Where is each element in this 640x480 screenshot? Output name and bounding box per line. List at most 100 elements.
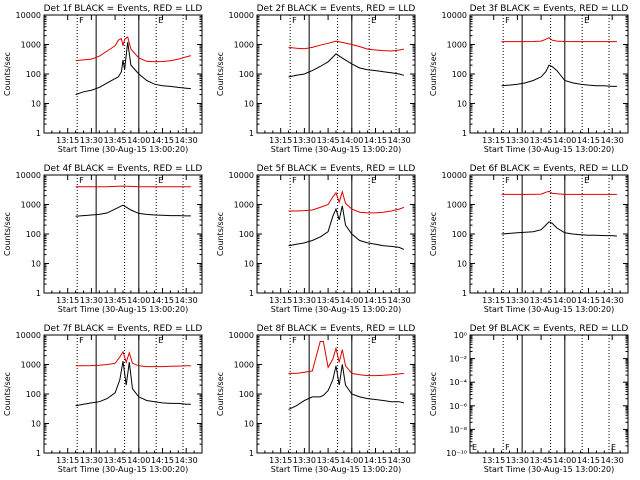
- y-tick-label: 10: [31, 420, 41, 429]
- y-tick-label: 10: [244, 260, 254, 269]
- y-tick-label: 100: [26, 230, 41, 239]
- y-tick-label: 100: [452, 230, 467, 239]
- y-tick-label: 10000: [442, 171, 467, 180]
- x-axis-title: Start Time (30-Aug-15 13:00:20): [58, 145, 189, 154]
- y-axis-title: Counts/sec: [216, 52, 225, 96]
- panel-4: Det 4f BLACK = Events, RED = LLD 1 10 100 10…: [3, 164, 203, 314]
- corner-letter: F: [292, 336, 297, 345]
- x-tick-label: 14:15: [151, 136, 174, 145]
- y-tick-label: 10⁰: [454, 331, 467, 340]
- y-tick-label: 1: [249, 129, 254, 138]
- x-tick-label: 14:00: [340, 136, 363, 145]
- corner-letter: F: [79, 16, 84, 25]
- corner-letter: E: [158, 16, 163, 25]
- x-tick-label: 13:30: [506, 136, 529, 145]
- corner-letter: F: [292, 16, 297, 25]
- x-tick-label: 14:15: [364, 296, 387, 305]
- series-line-events: [75, 204, 191, 217]
- y-tick-label: 10: [31, 260, 41, 269]
- y-axis-title: Counts/sec: [216, 372, 225, 416]
- corner-letter: F: [79, 336, 84, 345]
- panel-title: Det 1f BLACK = Events, RED = LLD: [44, 4, 203, 14]
- x-tick-label: 14:00: [127, 296, 150, 305]
- corner-letter: E: [371, 336, 376, 345]
- y-tick-label: 10⁻⁴: [449, 378, 467, 387]
- y-tick-label: 10000: [442, 11, 467, 20]
- series-line-events: [288, 205, 405, 250]
- corner-letter: E: [472, 443, 477, 452]
- x-axis-title: Start Time (30-Aug-15 13:00:20): [484, 145, 615, 154]
- y-tick-label: 1000: [447, 41, 467, 50]
- y-tick-label: 1000: [21, 201, 41, 210]
- x-tick-label: 13:15: [269, 136, 292, 145]
- y-tick-label: 1: [249, 449, 254, 458]
- y-tick-label: 1: [249, 289, 254, 298]
- y-tick-label: 10000: [229, 11, 254, 20]
- x-tick-label: 14:15: [364, 136, 387, 145]
- x-tick-label: 14:00: [553, 456, 576, 465]
- y-tick-label: 100: [26, 390, 41, 399]
- corner-letter: E: [611, 443, 616, 452]
- panel-3: Det 3f BLACK = Events, RED = LLD 1 10 100 10…: [429, 4, 629, 154]
- x-tick-label: 13:45: [530, 296, 553, 305]
- y-tick-label: 1: [36, 129, 41, 138]
- plot-frame: [469, 334, 629, 454]
- x-axis-title: Start Time (30-Aug-15 13:00:20): [271, 465, 402, 474]
- plot-frame: [256, 334, 416, 454]
- y-tick-label: 1000: [21, 41, 41, 50]
- x-tick-label: 14:00: [340, 456, 363, 465]
- corner-letter: F: [79, 176, 84, 185]
- panel-title: Det 5f BLACK = Events, RED = LLD: [257, 164, 416, 174]
- x-tick-label: 13:30: [293, 296, 316, 305]
- y-tick-label: 10000: [229, 331, 254, 340]
- series-line-lld: [75, 36, 192, 63]
- x-tick-label: 13:30: [506, 456, 529, 465]
- y-axis-title: Counts/sec: [3, 372, 12, 416]
- corner-letter: F: [505, 176, 510, 185]
- x-tick-label: 13:15: [482, 456, 505, 465]
- corner-letter: E: [584, 16, 589, 25]
- x-tick-label: 13:15: [482, 136, 505, 145]
- y-tick-label: 10: [244, 420, 254, 429]
- x-tick-label: 14:00: [553, 296, 576, 305]
- x-tick-label: 14:30: [601, 296, 624, 305]
- y-tick-label: 10: [457, 260, 467, 269]
- y-tick-label: 10000: [229, 171, 254, 180]
- y-tick-label: 10⁻²: [449, 355, 467, 364]
- x-tick-label: 14:30: [601, 136, 624, 145]
- x-tick-label: 14:00: [340, 296, 363, 305]
- corner-letter: E: [584, 176, 589, 185]
- series-line-lld: [501, 190, 617, 195]
- panel-6: Det 6f BLACK = Events, RED = LLD 1 10 100 10…: [429, 164, 629, 314]
- x-tick-label: 13:30: [506, 296, 529, 305]
- x-tick-label: 14:15: [151, 456, 174, 465]
- panel-1: Det 1f BLACK = Events, RED = LLD 1 10 100 10…: [3, 4, 203, 154]
- y-tick-label: 100: [239, 390, 254, 399]
- panel-title: Det 7f BLACK = Events, RED = LLD: [44, 324, 203, 334]
- x-tick-label: 13:45: [530, 456, 553, 465]
- series-line-events: [288, 53, 405, 78]
- corner-letter: E: [371, 176, 376, 185]
- panel-9: Det 9f BLACK = Events, RED = LLD 10⁻¹⁰ 10⁻…: [429, 324, 629, 474]
- y-tick-label: 1: [462, 289, 467, 298]
- panel-title: Det 3f BLACK = Events, RED = LLD: [470, 4, 629, 14]
- x-tick-label: 13:30: [293, 136, 316, 145]
- y-axis-title: Counts/sec: [216, 212, 225, 256]
- x-tick-label: 13:45: [104, 296, 127, 305]
- y-tick-label: 1: [36, 449, 41, 458]
- plot-frame: [43, 14, 203, 134]
- corner-letter: F: [292, 176, 297, 185]
- panel-7: Det 7f BLACK = Events, RED = LLD 1 10 100 10…: [3, 324, 203, 474]
- y-tick-label: 1000: [234, 201, 254, 210]
- series-line-lld: [501, 37, 617, 43]
- y-tick-label: 10: [244, 100, 254, 109]
- x-tick-label: 13:45: [104, 136, 127, 145]
- y-axis-title: Counts/sec: [429, 212, 438, 256]
- corner-letter: E: [158, 336, 163, 345]
- x-tick-label: 14:00: [127, 136, 150, 145]
- x-tick-label: 14:30: [175, 296, 198, 305]
- y-tick-label: 1: [462, 129, 467, 138]
- plot-frame: [469, 14, 629, 134]
- y-axis-title: Counts/sec: [429, 52, 438, 96]
